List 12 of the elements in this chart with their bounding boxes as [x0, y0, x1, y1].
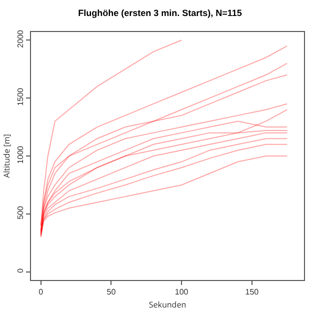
y-tick-label: 0: [16, 268, 25, 273]
y-tick-label: 1000: [16, 145, 25, 164]
y-axis-title: Altitude [m]: [2, 134, 12, 178]
x-tick-label: 100: [174, 288, 189, 297]
chart-title: Flughöhe (ersten 3 min. Starts), N=115: [78, 8, 242, 18]
x-axis-title: Sekunden: [148, 300, 186, 311]
x-tick-label: 50: [106, 288, 116, 297]
x-tick-label: 0: [38, 288, 44, 297]
x-tick-label: 150: [245, 288, 260, 297]
y-tick-label: 2000: [16, 29, 25, 48]
y-tick-label: 1500: [16, 87, 25, 106]
y-tick-label: 500: [16, 206, 25, 220]
